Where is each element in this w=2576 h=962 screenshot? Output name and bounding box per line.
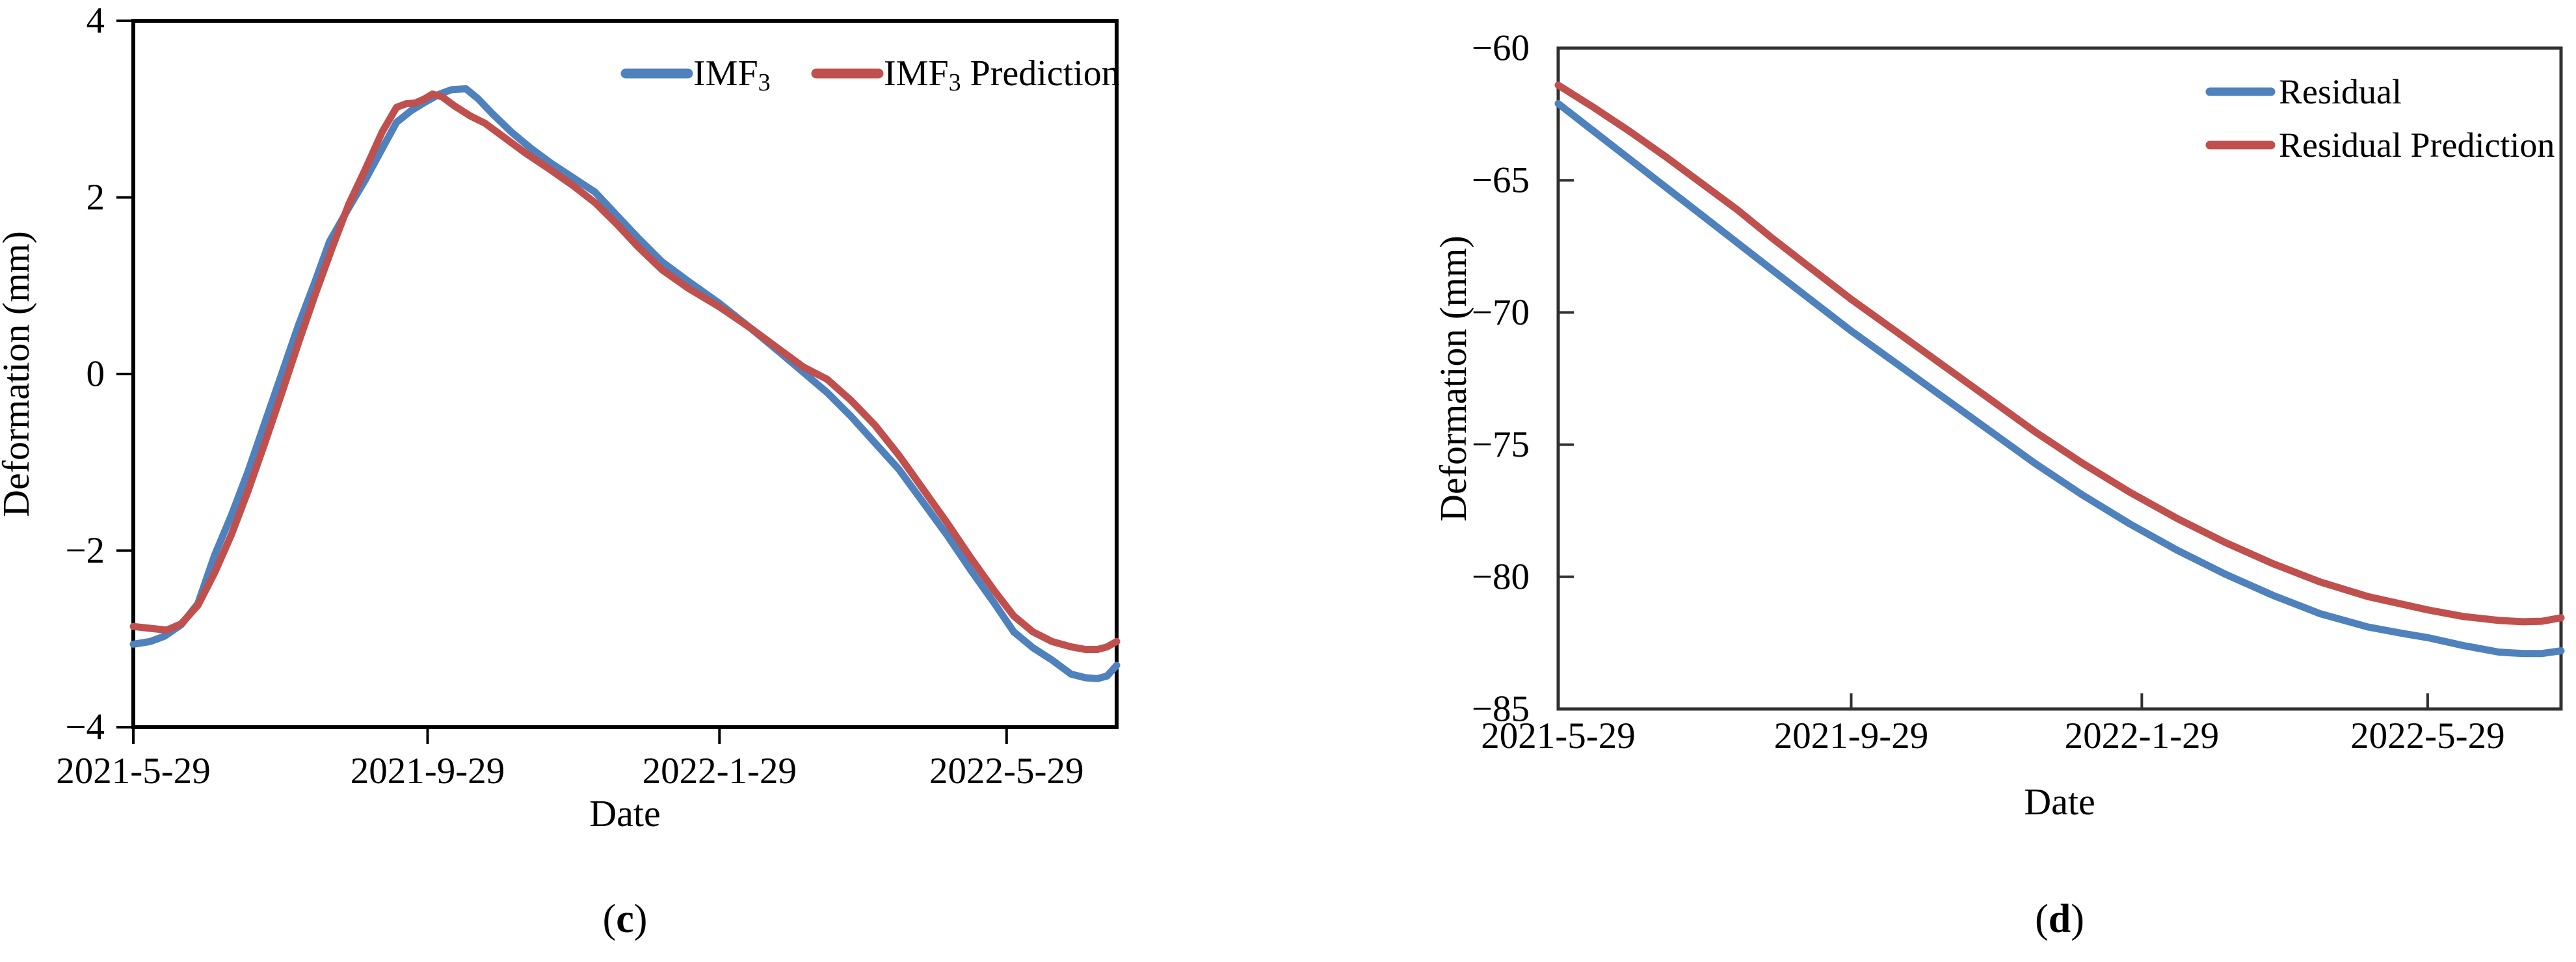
chart-d-y-tick-label: −80 xyxy=(1472,556,1530,597)
chart-d-x-axis-label: Date xyxy=(2024,781,2095,823)
caption-c-letter: c xyxy=(616,897,634,941)
chart-c-y-tick-label: 4 xyxy=(86,1,105,42)
chart-d-y-axis-label: Deformation (mm) xyxy=(1432,235,1474,522)
caption-d: (d) xyxy=(1923,896,2196,942)
chart-d-x-tick-label: 2022-5-29 xyxy=(2350,715,2504,756)
chart-c-x-tick-label: 2022-1-29 xyxy=(643,751,797,792)
chart-c-y-tick-label: −4 xyxy=(65,707,105,748)
caption-d-letter: d xyxy=(2048,897,2071,941)
caption-c-open-paren: ( xyxy=(602,897,617,941)
chart-d-y-tick-label: −75 xyxy=(1472,424,1530,465)
chart-c-x-tick-label: 2022-5-29 xyxy=(929,751,1083,792)
residual-line xyxy=(1554,100,2565,658)
imf3-line xyxy=(129,85,1121,682)
chart-d-y-tick-label: −70 xyxy=(1472,292,1530,333)
chart-d-y-tick-label: −60 xyxy=(1472,28,1530,69)
chart-c-x-tick-label: 2021-5-29 xyxy=(56,751,210,792)
chart-d-y-tick-label: −65 xyxy=(1472,160,1530,201)
chart-c-x-tick-label: 2021-9-29 xyxy=(351,751,505,792)
residual-legend-label: Residual xyxy=(2279,72,2402,111)
imf3-prediction-line xyxy=(129,90,1121,653)
chart-c-x-axis-label: Date xyxy=(589,792,661,835)
chart-d-y-tick-label: −85 xyxy=(1472,689,1530,730)
chart-c-y-tick-label: 0 xyxy=(86,354,105,395)
chart-c-y-axis-label: Deformation (mm) xyxy=(0,231,37,517)
chart-d-plot-border xyxy=(1556,46,2563,711)
caption-d-open-paren: ( xyxy=(2035,897,2049,941)
residual-prediction-line xyxy=(1554,81,2565,626)
chart-c-y-tick-label: −2 xyxy=(65,530,105,571)
residual-prediction-legend-label: Residual Prediction xyxy=(2279,126,2555,165)
imf3-legend-label: IMF3 xyxy=(693,53,771,96)
caption-c-close-paren: ) xyxy=(633,897,648,941)
chart-d-x-tick-label: 2021-9-29 xyxy=(1774,715,1928,756)
imf3-prediction-legend-label: IMF3 Prediction xyxy=(884,53,1120,96)
chart-d-x-tick-label: 2021-5-29 xyxy=(1481,715,1635,756)
caption-c: (c) xyxy=(488,896,762,942)
chart-c-y-tick-label: 2 xyxy=(86,177,105,218)
chart-d-x-tick-label: 2022-1-29 xyxy=(2065,715,2219,756)
caption-d-close-paren: ) xyxy=(2071,897,2084,941)
